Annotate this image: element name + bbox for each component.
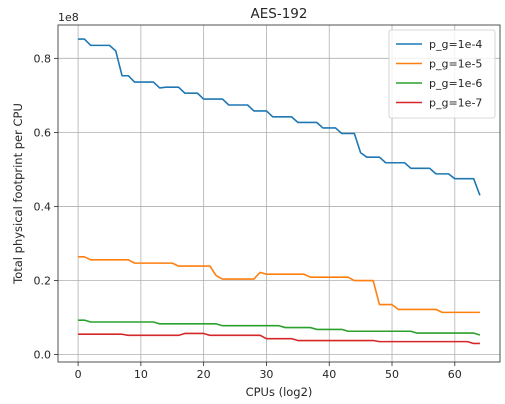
x-tick-label: 50 — [385, 368, 399, 381]
y-axis-label: Total physical footprint per CPU — [11, 103, 25, 285]
x-tick-label: 0 — [75, 368, 82, 381]
series-line-2 — [78, 256, 480, 314]
series-line-3 — [78, 319, 481, 336]
x-axis-label: CPUs (log2) — [246, 385, 313, 399]
legend-label: p_g=1e-4 — [429, 38, 482, 51]
y-tick-label: 0.0 — [34, 349, 52, 362]
x-tick-label: 60 — [448, 368, 462, 381]
legend-label: p_g=1e-5 — [429, 58, 482, 71]
y-tick-label: 0.4 — [34, 200, 52, 213]
x-tick-label: 10 — [134, 368, 148, 381]
series-lines — [78, 38, 481, 345]
y-tick-label: 0.6 — [34, 126, 52, 139]
y-offset-label: 1e8 — [58, 11, 79, 24]
legend-label: p_g=1e-6 — [429, 77, 482, 90]
legend: p_g=1e-4 p_g=1e-5 p_g=1e-6 p_g=1e-7 — [388, 29, 496, 119]
plot-frame — [57, 24, 501, 363]
series-line-4 — [78, 332, 480, 345]
legend-label: p_g=1e-7 — [429, 97, 482, 110]
series-line-1 — [78, 38, 481, 196]
x-tick-label: 30 — [259, 368, 273, 381]
legend-box — [388, 29, 496, 119]
chart-title: AES-192 — [251, 6, 308, 22]
x-tick-label: 40 — [322, 368, 336, 381]
axis-ticks: 0 10 20 30 40 50 60 0.0 0.2 0.4 0.6 0.8 — [34, 52, 462, 381]
y-tick-label: 0.2 — [34, 275, 52, 288]
x-tick-label: 20 — [197, 368, 211, 381]
y-tick-label: 0.8 — [34, 52, 52, 65]
